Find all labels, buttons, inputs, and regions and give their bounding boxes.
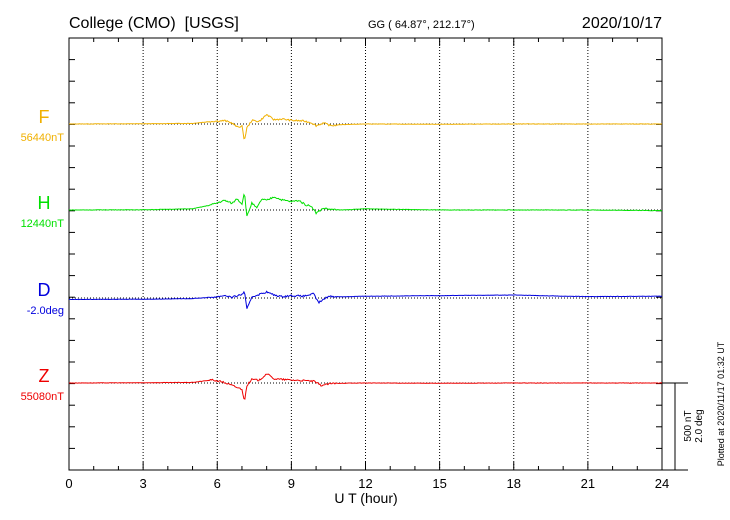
x-tick-label: 15 (432, 476, 446, 491)
series-baseline-value-d: -2.0deg (27, 305, 64, 317)
vertical-gridlines (142, 38, 589, 470)
x-tick-label: 24 (655, 476, 669, 491)
series-line-h (68, 193, 663, 217)
scale-label-nt: 500 nT (683, 410, 694, 441)
scale-bar: 500 nT 2.0 deg (662, 382, 705, 471)
x-axis-ticks: 0 3 6 9 12 15 18 21 24 (65, 38, 669, 491)
series-name-f: F (39, 107, 50, 127)
series-baseline-value-h: 12440nT (21, 218, 65, 230)
x-tick-label: 6 (214, 476, 221, 491)
series-labels: F 56440nT H 12440nT D -2.0deg Z 55080nT (21, 107, 65, 403)
chart-date: 2020/10/17 (582, 15, 662, 32)
x-tick-label: 18 (507, 476, 521, 491)
series-line-f (68, 114, 663, 140)
series-line-d (68, 290, 663, 309)
series-line-z (68, 373, 663, 400)
x-tick-label: 3 (140, 476, 147, 491)
x-tick-label: 9 (288, 476, 295, 491)
station-coordinates: GG ( 64.87°, 212.17°) (368, 19, 475, 31)
x-tick-label: 12 (358, 476, 372, 491)
series-baseline-value-f: 56440nT (21, 132, 65, 144)
series-name-h: H (38, 193, 51, 213)
plotted-at-note: Plotted at 2020/11/17 01:32 UT (716, 341, 726, 466)
scale-label-deg: 2.0 deg (694, 409, 705, 442)
series-group (68, 114, 663, 400)
series-baseline-value-z: 55080nT (21, 391, 65, 403)
x-axis-label: U T (hour) (334, 490, 397, 506)
x-tick-label: 0 (65, 476, 72, 491)
station-title: College (CMO) [USGS] (69, 15, 239, 32)
series-name-d: D (38, 280, 51, 300)
series-name-z: Z (39, 366, 50, 386)
x-tick-label: 21 (581, 476, 595, 491)
